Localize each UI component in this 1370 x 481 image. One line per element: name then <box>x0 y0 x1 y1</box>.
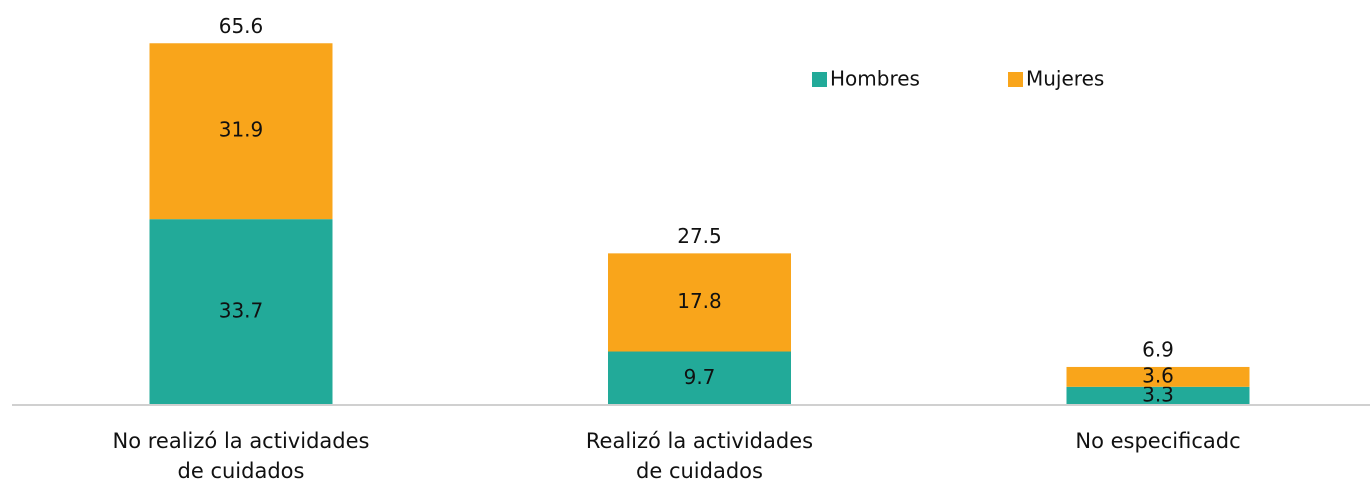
bar-segment <box>1066 386 1250 405</box>
data-label: 3.6 <box>1142 363 1174 387</box>
x-tick-label: Realizó la actividades de cuidados <box>585 429 814 481</box>
x-tick-label: No realizó la actividades de cuidados <box>112 429 370 481</box>
legend-label: Mujeres <box>1026 67 1104 91</box>
x-tick-label: No especificadc <box>1075 429 1241 453</box>
bar-segment <box>608 253 791 352</box>
data-label: 9.7 <box>684 365 716 389</box>
legend-swatch <box>1008 72 1023 87</box>
bar-segment <box>149 219 333 405</box>
data-label: 17.8 <box>677 289 722 313</box>
legend-swatch <box>812 72 827 87</box>
total-label: 27.5 <box>677 224 722 248</box>
legend-label: Hombres <box>830 67 920 91</box>
total-label: 6.9 <box>1142 337 1174 361</box>
total-label: 65.6 <box>219 14 264 38</box>
data-label: 33.7 <box>219 299 264 323</box>
data-label: 31.9 <box>219 118 264 142</box>
bar-segment <box>1066 366 1250 387</box>
bar-segment <box>149 43 333 220</box>
bar-segment <box>608 351 791 405</box>
